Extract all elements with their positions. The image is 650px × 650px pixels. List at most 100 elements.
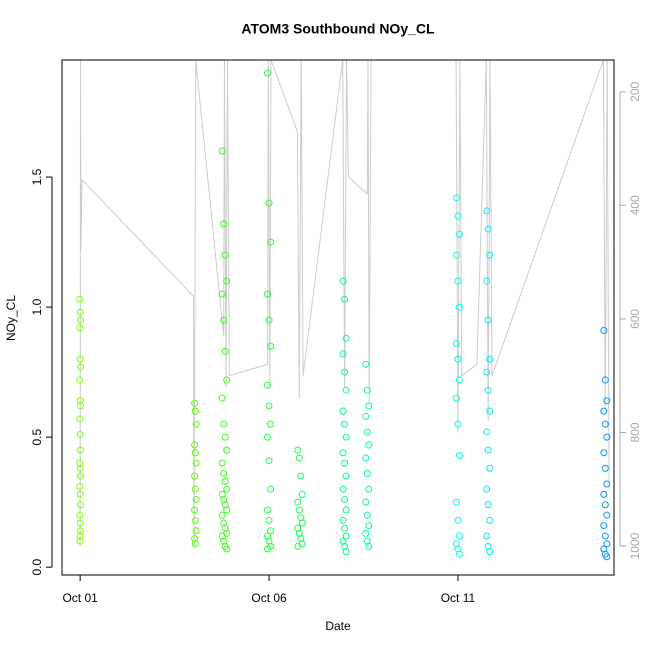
point [362, 412, 370, 420]
point [76, 490, 84, 498]
point [363, 470, 371, 478]
point [191, 506, 199, 514]
point [76, 537, 84, 545]
point [603, 397, 611, 405]
point [339, 350, 347, 358]
point [339, 449, 347, 457]
point [600, 449, 608, 457]
point [192, 527, 200, 535]
point [342, 334, 350, 342]
point [342, 472, 350, 480]
point [455, 376, 463, 384]
point [601, 420, 609, 428]
y-tick-label: 0.5 [30, 428, 44, 445]
y-axis-label: NOy_CL [4, 295, 18, 341]
point [221, 347, 229, 355]
point [267, 420, 275, 428]
point [192, 459, 200, 467]
point [483, 207, 491, 215]
point [484, 501, 492, 509]
point [218, 147, 226, 155]
point [603, 553, 611, 561]
point [363, 511, 371, 519]
point [223, 506, 231, 514]
point [341, 496, 349, 504]
y2-tick-label: 800 [628, 422, 642, 442]
point [454, 420, 462, 428]
x-tick-label: Oct 06 [251, 591, 287, 605]
point [77, 316, 85, 324]
point [221, 251, 229, 259]
point [192, 420, 200, 428]
y-tick-label: 1.0 [30, 298, 44, 315]
point [191, 472, 199, 480]
point [600, 327, 608, 335]
point [484, 225, 492, 233]
point [455, 550, 463, 558]
point [77, 402, 85, 410]
point [267, 238, 275, 246]
point [265, 402, 273, 410]
point [76, 459, 84, 467]
x-axis-label: Date [325, 619, 351, 633]
point [339, 407, 347, 415]
point [452, 394, 460, 402]
point [365, 441, 373, 449]
point [191, 449, 199, 457]
y2-tick-label: 600 [628, 309, 642, 329]
point [452, 251, 460, 259]
point [363, 386, 371, 394]
y2-tick-label: 200 [628, 81, 642, 101]
point [341, 459, 349, 467]
point [223, 545, 231, 553]
point [452, 340, 460, 348]
point [295, 454, 303, 462]
point [484, 386, 492, 394]
point [484, 446, 492, 454]
point [223, 485, 231, 493]
point [76, 511, 84, 519]
point [483, 485, 491, 493]
point [298, 490, 306, 498]
y2-tick-label: 1000 [628, 532, 642, 559]
point [603, 540, 611, 548]
point [191, 540, 199, 548]
point [191, 516, 199, 524]
point [76, 532, 84, 540]
point [76, 295, 84, 303]
point [265, 199, 273, 207]
point [223, 376, 231, 384]
point [454, 516, 462, 524]
point [77, 363, 85, 371]
point [223, 277, 231, 285]
point [341, 524, 349, 532]
point [342, 433, 350, 441]
point [77, 501, 85, 509]
point [603, 480, 611, 488]
point [342, 532, 350, 540]
point [77, 527, 85, 535]
point [455, 532, 463, 540]
point [363, 428, 371, 436]
point [365, 485, 373, 493]
point [218, 511, 226, 519]
point [76, 397, 84, 405]
point [339, 277, 347, 285]
point [76, 415, 84, 423]
point [365, 402, 373, 410]
point [264, 433, 272, 441]
point [455, 230, 463, 238]
point [76, 431, 84, 439]
point [218, 290, 226, 298]
point [220, 220, 228, 228]
y-tick-label: 1.5 [30, 168, 44, 185]
point [267, 342, 275, 350]
point [601, 376, 609, 384]
point [191, 399, 199, 407]
point [342, 548, 350, 556]
point [192, 496, 200, 504]
point [452, 498, 460, 506]
point [601, 532, 609, 540]
point [603, 511, 611, 519]
